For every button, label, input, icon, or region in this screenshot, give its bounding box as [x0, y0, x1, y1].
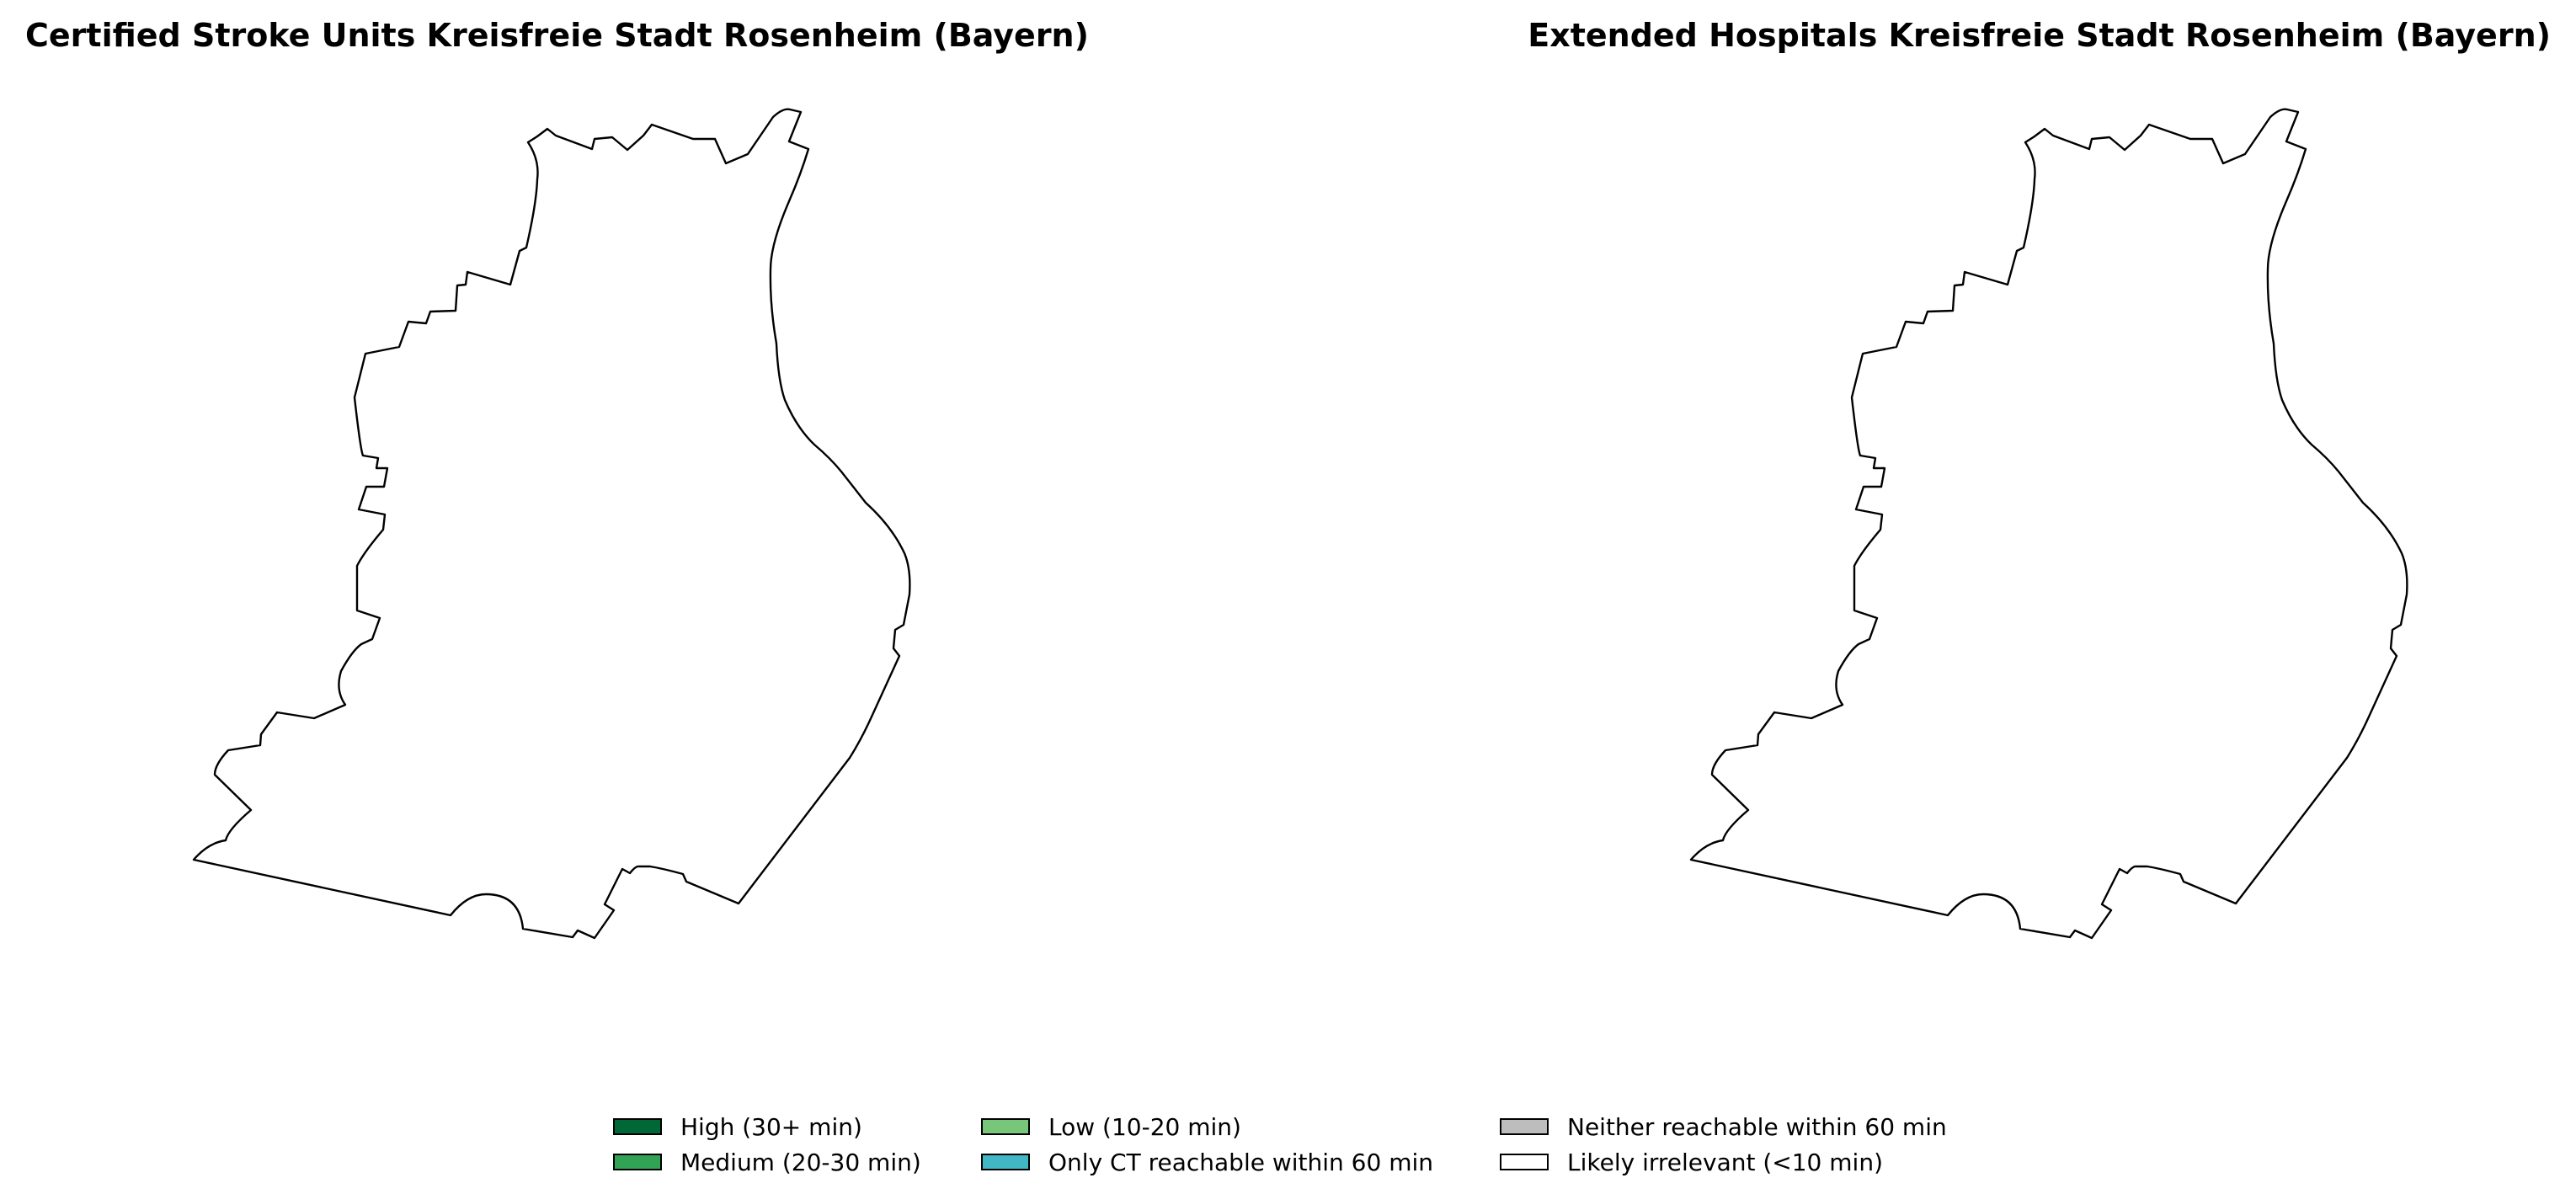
legend-swatch	[613, 1154, 662, 1170]
legend-swatch	[1500, 1118, 1549, 1135]
district-boundary-rosenheim	[192, 108, 911, 940]
legend-label: Neither reachable within 60 min	[1567, 1112, 1947, 1141]
map-title-stroke-units: Certified Stroke Units Kreisfreie Stadt …	[25, 17, 1089, 54]
legend-item-medium: Medium (20-30 min)	[613, 1145, 921, 1179]
legend-swatch	[981, 1154, 1030, 1170]
legend-label: High (30+ min)	[680, 1112, 862, 1141]
legend-swatch	[1500, 1154, 1549, 1170]
district-boundary-rosenheim	[1689, 108, 2408, 940]
legend-item-high: High (30+ min)	[613, 1110, 862, 1143]
legend-swatch	[981, 1118, 1030, 1135]
map-extended-hospitals	[1689, 108, 2408, 940]
legend-item-only-ct: Only CT reachable within 60 min	[981, 1145, 1433, 1179]
map-title-extended-hospitals: Extended Hospitals Kreisfreie Stadt Rose…	[1528, 17, 2551, 54]
legend-label: Medium (20-30 min)	[680, 1148, 921, 1176]
legend: High (30+ min) Medium (20-30 min) Low (1…	[613, 1110, 2045, 1186]
legend-item-irrelevant: Likely irrelevant (<10 min)	[1500, 1145, 1883, 1179]
legend-swatch	[613, 1118, 662, 1135]
legend-item-neither: Neither reachable within 60 min	[1500, 1110, 1947, 1143]
legend-label: Likely irrelevant (<10 min)	[1567, 1148, 1883, 1176]
legend-item-low: Low (10-20 min)	[981, 1110, 1241, 1143]
map-stroke-units	[192, 108, 911, 940]
legend-label: Low (10-20 min)	[1048, 1112, 1241, 1141]
legend-label: Only CT reachable within 60 min	[1048, 1148, 1434, 1176]
